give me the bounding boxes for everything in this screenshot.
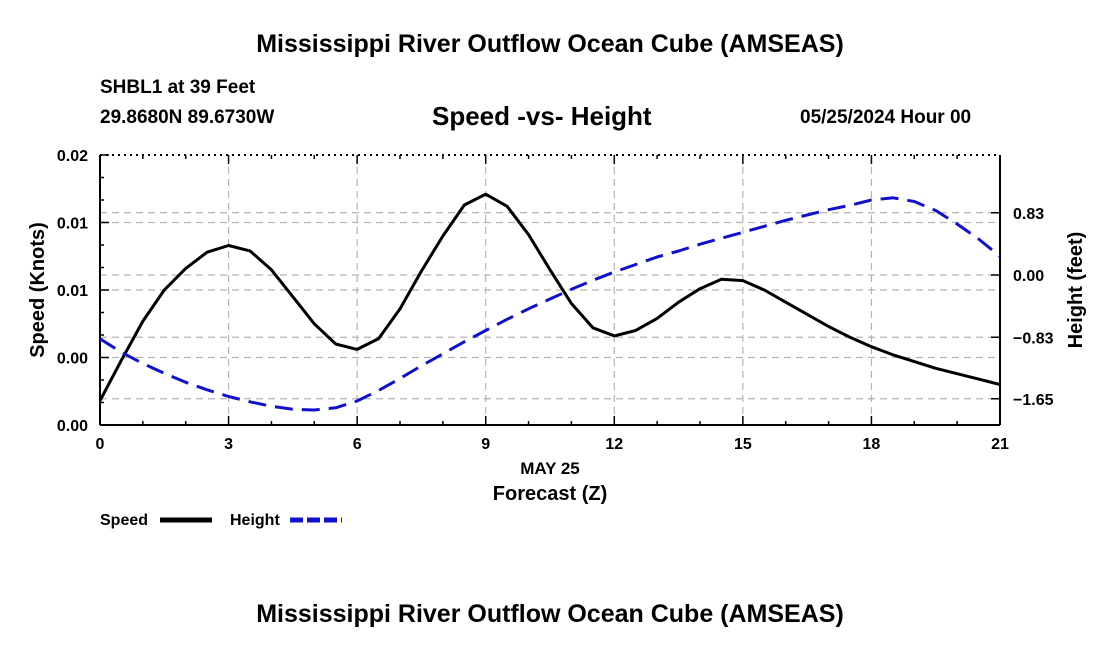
series-group xyxy=(98,192,1001,412)
legend-label-height: Height xyxy=(230,512,280,529)
x-axis-date-label: MAY 25 xyxy=(520,459,580,478)
y2-tick-label: 0.00 xyxy=(1013,268,1044,285)
x-tick-label: 15 xyxy=(734,436,752,453)
data-point-height xyxy=(269,404,273,408)
grid-lines xyxy=(100,155,1000,425)
data-point-height xyxy=(591,278,595,282)
x-tick-label: 0 xyxy=(96,436,105,453)
chart-subtitle: Speed -vs- Height xyxy=(432,101,652,131)
x-tick-label: 12 xyxy=(605,436,623,453)
station-label: SHBL1 at 39 Feet xyxy=(100,77,256,98)
y-axis-left: 0.00 0.00 0.01 0.01 0.02 xyxy=(57,148,109,435)
data-point-height xyxy=(419,364,423,368)
y2-tick-label: −1.65 xyxy=(1013,392,1054,409)
data-point-height xyxy=(141,362,145,366)
legend-label-speed: Speed xyxy=(100,512,148,529)
x-axis-label: Forecast (Z) xyxy=(493,483,607,505)
data-point-height xyxy=(848,203,852,207)
x-tick-label: 9 xyxy=(481,436,490,453)
data-point-height xyxy=(612,270,616,274)
series-line-height xyxy=(99,196,1001,412)
y2-axis-label: Height (feet) xyxy=(1065,232,1087,349)
x-tick-label: 3 xyxy=(224,436,233,453)
x-tick-label: 18 xyxy=(863,436,881,453)
data-point-height xyxy=(719,236,723,240)
data-point-height xyxy=(398,377,402,381)
main-title: Mississippi River Outflow Ocean Cube (AM… xyxy=(256,30,844,58)
x-tick-label: 21 xyxy=(991,436,1009,453)
x-tick-label: 6 xyxy=(353,436,362,453)
y-tick-label: 0.01 xyxy=(57,283,88,300)
footer-title: Mississippi River Outflow Ocean Cube (AM… xyxy=(256,600,844,628)
y-axis-right: −1.65 −0.83 0.00 0.83 xyxy=(991,206,1054,409)
y-axis-label: Speed (Knots) xyxy=(27,222,49,358)
y2-tick-label: 0.83 xyxy=(1013,206,1044,223)
datetime-label: 05/25/2024 Hour 00 xyxy=(800,107,972,128)
y-tick-label: 0.00 xyxy=(57,351,88,368)
y-tick-label: 0.01 xyxy=(57,216,88,233)
coordinates-label: 29.8680N 89.6730W xyxy=(100,107,275,128)
legend: Speed Height xyxy=(100,512,342,529)
y2-tick-label: −0.83 xyxy=(1013,330,1054,347)
y-tick-label: 0.02 xyxy=(57,148,88,165)
y-tick-label: 0.00 xyxy=(57,418,88,435)
series-line-speed xyxy=(98,192,1001,402)
